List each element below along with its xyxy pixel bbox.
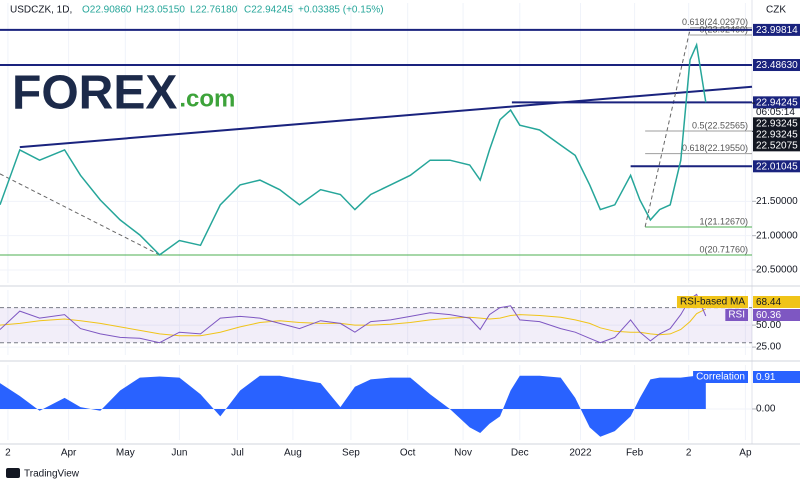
x-tick-label: Ap: [739, 448, 752, 459]
x-tick-label: Dec: [511, 448, 529, 459]
fib-label: 1(21.12670): [699, 216, 748, 226]
legend-label: RSI-based MA: [680, 297, 745, 308]
x-tick-label: Oct: [400, 448, 416, 459]
x-tick-label: Jun: [171, 448, 187, 459]
currency: CZK: [766, 5, 786, 16]
area: [0, 375, 706, 437]
axis-label-box: [753, 296, 800, 308]
header-high: H23.05150: [136, 5, 185, 16]
axis-label: 22.93245: [756, 129, 798, 140]
axis-label-box: [753, 23, 800, 36]
axis-label: 60.36: [756, 310, 781, 321]
x-tick-label: May: [116, 448, 135, 459]
y-tick-label: 21.00000: [756, 230, 798, 241]
logo-brand: FOREX: [12, 67, 177, 120]
axis-label-box: [753, 128, 800, 141]
header-symbol: USDCZK, 1D,: [10, 5, 72, 16]
x-tick-label: 2022: [569, 448, 592, 459]
tradingview-icon: [6, 468, 20, 478]
fib-label: 0(20.71760): [699, 244, 748, 254]
logo-suffix: .com: [179, 85, 235, 112]
axis-label-box: [753, 139, 800, 152]
axis-label: 23.99814: [756, 25, 798, 36]
x-tick-label: Aug: [284, 448, 302, 459]
x-tick-label: 2: [5, 448, 11, 459]
legend-label-box: [693, 371, 748, 383]
trendline: [0, 173, 160, 256]
header-open: O22.90860: [82, 5, 132, 16]
y-tick-label: 20.50000: [756, 265, 798, 276]
header-change: +0.03385 (+0.15%): [298, 5, 384, 16]
line: [0, 293, 707, 344]
axis-label-box: [753, 160, 800, 173]
trendline: [19, 85, 753, 149]
axis-label: 23.48630: [756, 60, 798, 71]
axis-label-box: [753, 309, 800, 321]
fib-label: 0.5(22.52565): [692, 120, 748, 130]
legend-label: Correlation: [696, 372, 745, 383]
axis-label-box: [753, 59, 800, 72]
header-low: L22.76180: [190, 5, 238, 16]
legend-label-box: [725, 309, 748, 321]
y-tick-label: 25.00: [756, 342, 781, 353]
x-tick-label: Feb: [626, 448, 644, 459]
axis-label: 22.93245: [756, 118, 798, 129]
x-tick-label: Apr: [61, 448, 77, 459]
axis-label-box: [753, 371, 800, 383]
axis-label: 68.44: [756, 297, 781, 308]
x-tick-label: 2: [686, 448, 692, 459]
x-tick-label: Nov: [454, 448, 472, 459]
axis-label: 22.94245: [756, 97, 798, 108]
y-tick-label: 50.00: [756, 320, 781, 331]
line: [0, 308, 707, 337]
trendline: [644, 29, 691, 227]
legend-label: RSI: [728, 310, 745, 321]
x-tick-label: Sep: [342, 448, 360, 459]
x-tick-label: Jul: [231, 448, 244, 459]
y-tick-label: 21.50000: [756, 196, 798, 207]
legend-label-box: [676, 296, 748, 308]
axis-label-box: [753, 117, 800, 130]
axis-label: 22.52075: [756, 140, 798, 151]
fib-label: 0.618(22.19550): [682, 143, 748, 153]
axis-label: 22.01045: [756, 161, 798, 172]
line: [0, 42, 707, 256]
countdown: 06:05:14: [756, 107, 795, 118]
fib-label: 0.618(24.02970): [682, 17, 748, 27]
y-tick-label: 0.00: [756, 404, 776, 415]
header-close: C22.94245: [244, 5, 293, 16]
axis-label-box: [753, 96, 800, 109]
axis-label: 0.91: [756, 372, 776, 383]
footer-brand: TradingView: [24, 469, 80, 480]
